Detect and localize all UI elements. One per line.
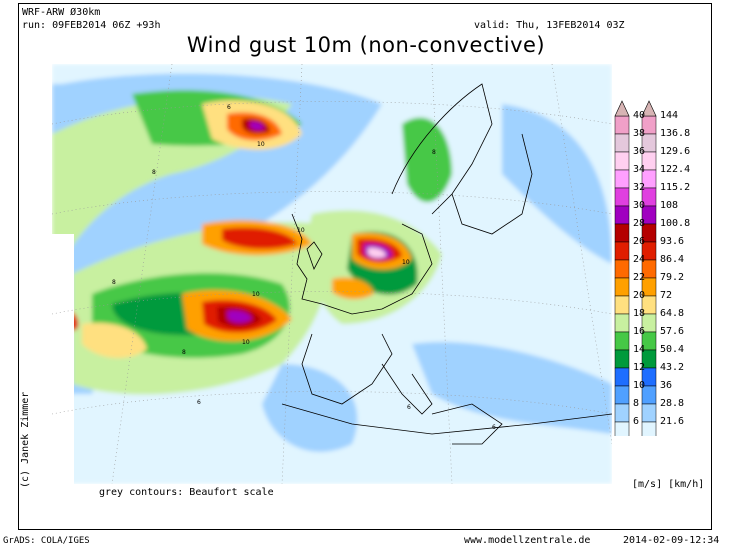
legend-label-kmh: 72 [660, 290, 673, 301]
legend-label-kmh: 115.2 [660, 182, 691, 193]
legend-label-kmh: 108 [660, 200, 679, 211]
legend-swatch [614, 133, 630, 153]
legend-label-ms: 14 [633, 344, 646, 355]
legend-label-ms: 16 [633, 326, 646, 337]
coastlines [281, 83, 612, 445]
legend-label-kmh: 93.6 [660, 236, 685, 247]
beaufort-label: 6 [492, 424, 496, 431]
legend-swatch [614, 205, 630, 225]
legend-label-ms: 20 [633, 290, 646, 301]
legend-label-kmh: 86.4 [660, 254, 685, 265]
legend-swatch [614, 223, 630, 243]
beaufort-label: 8 [112, 279, 116, 286]
legend-label-kmh: 122.4 [660, 164, 691, 175]
beaufort-label: 6 [227, 104, 231, 111]
legend-label-ms: 38 [633, 128, 646, 139]
legend-label-kmh: 129.6 [660, 146, 691, 157]
legend-label-kmh: 79.2 [660, 272, 685, 283]
legend-label-kmh: 36 [660, 380, 673, 391]
legend-swatch [641, 403, 657, 423]
legend-label-ms: 8 [633, 398, 640, 409]
legend-label-kmh: 50.4 [660, 344, 685, 355]
legend-label-kmh: 64.8 [660, 308, 685, 319]
legend-label-kmh: 21.6 [660, 416, 685, 427]
legend-swatch [614, 331, 630, 351]
legend-label-kmh: 28.8 [660, 398, 685, 409]
valid-label: valid: Thu, 13FEB2014 03Z [474, 20, 625, 31]
contours-note: grey contours: Beaufort scale [99, 487, 274, 498]
legend-swatch [614, 367, 630, 387]
legend-swatch [614, 349, 630, 369]
legend-swatch [614, 169, 630, 189]
legend-swatch [641, 421, 657, 436]
legend-label-ms: 30 [633, 200, 646, 211]
beaufort-label: 10 [252, 291, 260, 298]
legend-label-ms: 28 [633, 218, 646, 229]
legend-label-ms: 22 [633, 272, 646, 283]
legend-label-ms: 36 [633, 146, 646, 157]
legend-label-ms: 18 [633, 308, 646, 319]
legend-label-ms: 34 [633, 164, 646, 175]
legend-swatch [614, 385, 630, 405]
color-legend [614, 100, 657, 436]
run-label: run: 09FEB2014 06Z +93h [22, 20, 161, 31]
map-title: Wind gust 10m (non-convective) [186, 33, 546, 57]
beaufort-labels: 6 8 10 10 10 10 10 8 8 8 6 6 6 [112, 104, 496, 431]
legend-swatch [614, 421, 630, 436]
legend-swatch [614, 115, 630, 135]
gust-field [52, 64, 612, 484]
legend-label-kmh: 57.6 [660, 326, 685, 337]
beaufort-label: 10 [402, 259, 410, 266]
wind-gust-map: 6 8 10 10 10 10 10 8 8 8 6 6 6 [52, 64, 612, 484]
legend-arrow-up [641, 100, 657, 117]
model-label: WRF-ARW Ø30km [22, 7, 101, 18]
beaufort-label: 10 [297, 227, 305, 234]
legend-label-ms: 10 [633, 380, 646, 391]
graticule [52, 64, 612, 484]
legend-swatch [614, 241, 630, 261]
software-credit: GrADS: COLA/IGES [3, 536, 90, 546]
legend-label-ms: 6 [633, 416, 640, 427]
legend-label-ms: 26 [633, 236, 646, 247]
legend-label-kmh: 43.2 [660, 362, 685, 373]
legend-swatch [614, 403, 630, 423]
legend-label-kmh: 144 [660, 110, 679, 121]
plot-frame [18, 3, 712, 530]
legend-swatch [614, 259, 630, 279]
legend-label-ms: 32 [633, 182, 646, 193]
beaufort-label: 6 [197, 399, 201, 406]
legend-swatch [614, 295, 630, 315]
beaufort-label: 6 [407, 404, 411, 411]
beaufort-label: 8 [182, 349, 186, 356]
legend-swatch [614, 313, 630, 333]
author-credit: (c) Janek Zimmer [20, 391, 31, 488]
units-label: [m/s] [km/h] [632, 479, 705, 490]
beaufort-label: 10 [257, 141, 265, 148]
legend-arrow-up [614, 100, 630, 117]
legend-swatch [614, 277, 630, 297]
legend-label-kmh: 136.8 [660, 128, 691, 139]
beaufort-label: 10 [242, 339, 250, 346]
timestamp-label: 2014-02-09-12:34 [623, 535, 720, 546]
website-label: www.modellzentrale.de [464, 535, 591, 546]
legend-label-ms: 12 [633, 362, 646, 373]
legend-label-ms: 24 [633, 254, 646, 265]
legend-label-kmh: 100.8 [660, 218, 691, 229]
legend-swatch [614, 187, 630, 207]
legend-label-ms: 40 [633, 110, 646, 121]
beaufort-label: 8 [152, 169, 156, 176]
legend-swatch [614, 151, 630, 171]
beaufort-label: 8 [432, 149, 436, 156]
